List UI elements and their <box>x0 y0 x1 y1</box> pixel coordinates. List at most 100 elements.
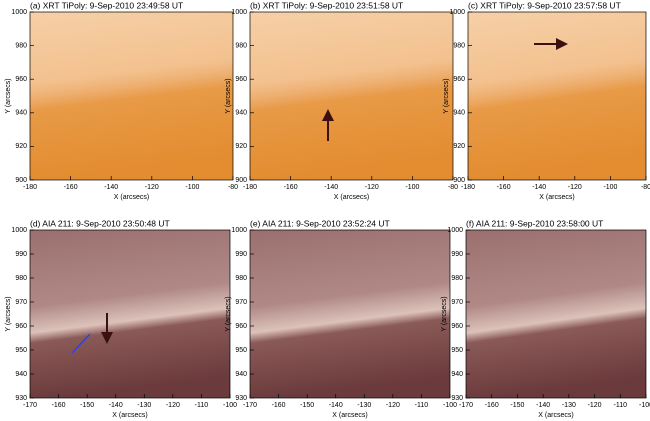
y-tick-label: 960 <box>235 323 247 330</box>
x-tick-label: -150 <box>80 402 94 409</box>
x-tick-label: -120 <box>166 402 180 409</box>
y-tick-label: 930 <box>235 395 247 402</box>
y-tick-label: 980 <box>235 275 247 282</box>
image-frame <box>29 11 234 181</box>
y-tick-label: 970 <box>451 299 463 306</box>
x-tick-label: -120 <box>365 184 379 191</box>
y-tick-label: 980 <box>15 275 27 282</box>
y-tick-label: 950 <box>235 347 247 354</box>
y-tick-label: 900 <box>453 177 465 184</box>
y-tick-label: 930 <box>15 395 27 402</box>
x-axis-label: X (arcsecs) <box>539 194 574 201</box>
x-tick-label: -100 <box>185 184 199 191</box>
y-axis-label: Y (arcsecs) <box>5 78 12 113</box>
y-tick-label: 920 <box>235 143 247 150</box>
y-axis-label: Y (arcsecs) <box>443 78 450 113</box>
image <box>250 230 450 398</box>
y-axis-label: Y (arcsecs) <box>225 78 232 113</box>
x-tick-label: -140 <box>532 184 546 191</box>
y-tick-label: 970 <box>15 299 27 306</box>
y-tick-label: 990 <box>15 251 27 258</box>
x-tick-label: -130 <box>137 402 151 409</box>
y-tick-label: 900 <box>235 177 247 184</box>
panel: (d) AIA 211: 9-Sep-2010 23:50:48 UT X (ar… <box>5 218 237 419</box>
x-tick-label: -170 <box>459 402 473 409</box>
panel: (f) AIA 211: 9-Sep-2010 23:58:00 UT X (ar… <box>441 218 650 419</box>
image <box>250 12 453 180</box>
x-tick-label: -120 <box>386 402 400 409</box>
x-axis-label: X (arcsecs) <box>332 412 367 419</box>
x-tick-label: -140 <box>324 184 338 191</box>
y-tick-label: 940 <box>15 110 27 117</box>
x-tick-label: -180 <box>23 184 37 191</box>
y-tick-label: 960 <box>453 76 465 83</box>
x-tick-label: -120 <box>145 184 159 191</box>
y-tick-label: 930 <box>451 395 463 402</box>
image <box>30 12 233 180</box>
x-tick-label: -110 <box>614 402 628 409</box>
y-tick-label: 940 <box>235 371 247 378</box>
marker-line <box>71 333 91 354</box>
x-tick-label: -110 <box>415 402 429 409</box>
x-tick-label: -100 <box>223 402 237 409</box>
y-tick-label: 980 <box>451 275 463 282</box>
y-axis-label: Y (arcsecs) <box>5 296 12 331</box>
annotations <box>71 38 568 354</box>
image <box>466 230 646 398</box>
x-tick-label: -150 <box>300 402 314 409</box>
y-tick-label: 900 <box>15 177 27 184</box>
y-tick-label: 920 <box>15 143 27 150</box>
x-tick-label: -160 <box>284 184 298 191</box>
x-axis-label: X (arcsecs) <box>114 194 149 201</box>
y-tick-label: 960 <box>15 76 27 83</box>
x-tick-label: -120 <box>588 402 602 409</box>
panel: (c) XRT TiPoly: 9-Sep-2010 23:57:58 UT X … <box>443 0 650 201</box>
x-tick-label: -160 <box>497 184 511 191</box>
panel-title: (f) AIA 211: 9-Sep-2010 23:58:00 UT <box>466 218 603 228</box>
x-axis-label: X (arcsecs) <box>538 412 573 419</box>
image-frame <box>467 11 647 181</box>
y-tick-label: 980 <box>15 42 27 49</box>
x-tick-label: -140 <box>109 402 123 409</box>
x-tick-label: -150 <box>510 402 524 409</box>
image-frame <box>465 229 647 399</box>
y-tick-label: 950 <box>15 347 27 354</box>
x-tick-label: -160 <box>272 402 286 409</box>
x-tick-label: -110 <box>195 402 209 409</box>
panel-title: (a) XRT TiPoly: 9-Sep-2010 23:49:58 UT <box>30 0 183 10</box>
y-tick-label: 940 <box>15 371 27 378</box>
x-tick-label: -170 <box>23 402 37 409</box>
x-tick-label: -140 <box>329 402 343 409</box>
x-tick-label: -120 <box>568 184 582 191</box>
x-tick-label: -80 <box>641 184 650 191</box>
y-tick-label: 970 <box>235 299 247 306</box>
y-tick-label: 960 <box>235 76 247 83</box>
y-tick-label: 940 <box>451 371 463 378</box>
x-tick-label: -130 <box>562 402 576 409</box>
image-frame <box>249 229 451 399</box>
x-tick-label: -80 <box>448 184 458 191</box>
x-tick-label: -160 <box>64 184 78 191</box>
x-tick-label: -180 <box>243 184 257 191</box>
y-tick-label: 920 <box>453 143 465 150</box>
x-axis-label: X (arcsecs) <box>334 194 369 201</box>
x-tick-label: -100 <box>639 402 650 409</box>
x-tick-label: -130 <box>357 402 371 409</box>
y-tick-label: 960 <box>451 323 463 330</box>
y-tick-label: 940 <box>235 110 247 117</box>
x-axis-label: X (arcsecs) <box>112 412 147 419</box>
y-axis-label: Y (arcsecs) <box>441 296 448 331</box>
panel-title: (d) AIA 211: 9-Sep-2010 23:50:48 UT <box>30 218 170 228</box>
x-tick-label: -140 <box>104 184 118 191</box>
panel: (e) AIA 211: 9-Sep-2010 23:52:24 UT X (ar… <box>225 218 457 419</box>
x-tick-label: -80 <box>228 184 238 191</box>
x-tick-label: -180 <box>461 184 475 191</box>
image <box>30 230 230 398</box>
x-tick-label: -140 <box>536 402 550 409</box>
y-tick-label: 1000 <box>11 227 27 234</box>
y-tick-label: 1000 <box>449 9 465 16</box>
y-tick-label: 940 <box>453 110 465 117</box>
y-tick-label: 980 <box>453 42 465 49</box>
y-tick-label: 980 <box>235 42 247 49</box>
